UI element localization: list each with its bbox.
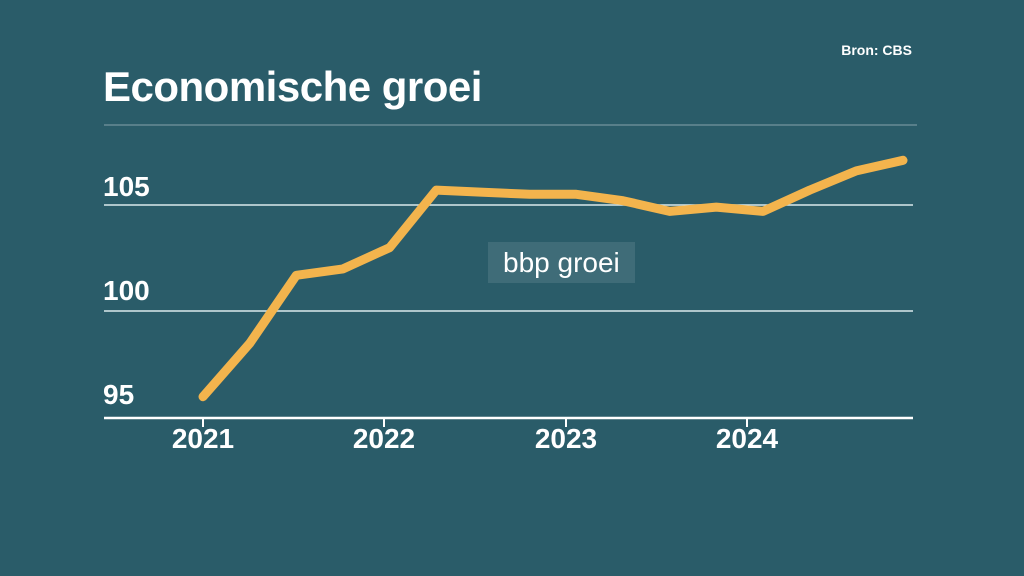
title-divider xyxy=(104,124,917,126)
y-axis-label-105: 105 xyxy=(103,171,150,202)
y-axis-label-95: 95 xyxy=(103,379,135,410)
x-axis-label-2021: 2021 xyxy=(171,423,235,454)
source-credit: Bron: CBS xyxy=(841,42,912,58)
x-axis-label-2023: 2023 xyxy=(534,423,598,454)
gdp-line xyxy=(198,155,908,402)
series-label-bbp-groei: bbp groei xyxy=(488,242,635,284)
y-axis-label-100: 100 xyxy=(103,275,150,306)
x-axis-label-2022: 2022 xyxy=(352,423,416,454)
x-axis-ticks xyxy=(202,418,748,427)
x-axis-label-2024: 2024 xyxy=(715,423,779,454)
page-title: Economische groei xyxy=(103,63,482,110)
